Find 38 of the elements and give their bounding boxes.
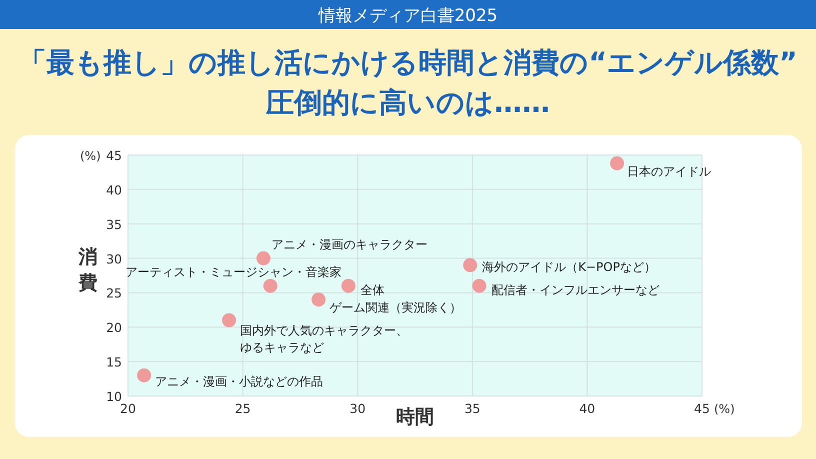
x-tick-label: 35 [464, 401, 480, 416]
x-tick-label: 20 [120, 401, 136, 416]
point [472, 278, 486, 293]
point [222, 313, 236, 328]
x-tick-label: 40 [579, 401, 596, 416]
x-axis-title: 時間 [396, 406, 434, 428]
y-tick-label: 35 [106, 216, 122, 232]
y-tick-label: 20 [106, 320, 122, 336]
point [137, 368, 152, 382]
y-tick-label: 40 [106, 182, 122, 198]
x-tick-label: 45 [694, 401, 710, 416]
point [256, 251, 270, 266]
point [463, 258, 478, 272]
annotation: 国内外で人気のキャラクター、ゆるキャラなど [240, 323, 408, 354]
x-tick-label: 25 [234, 401, 251, 416]
y-tick-label: 30 [106, 251, 122, 266]
annotation: 全体 [360, 282, 384, 297]
header-band: 情報メディア白書2025 [0, 0, 816, 29]
y-tick-label: 10 [106, 389, 122, 404]
annotation: ゲーム関連（実況除く） [330, 300, 462, 315]
chart-title: 「最も推し」の推し活にかける時間と消費の“エンゲル係数” 圧倒的に高いのは…… [18, 46, 798, 119]
point [341, 278, 356, 293]
y-tick-label: 25 [106, 286, 122, 301]
x-tick-label: 30 [350, 401, 366, 416]
annotation: アニメ・漫画・小説などの作品 [155, 374, 324, 388]
annotation: アニメ・漫画のキャラクター [271, 237, 428, 252]
text: (%) [80, 149, 101, 163]
point [610, 156, 624, 170]
point [312, 292, 326, 307]
point [263, 278, 278, 293]
annotation: アーティスト・ミュージシャン・音楽家 [125, 264, 342, 279]
y-tick-label: 15 [106, 354, 122, 370]
annotation: 配信者・インフルエンサーなど [491, 282, 660, 297]
annotation: 日本のアイドル [627, 164, 712, 178]
y-tick-label: 45 [106, 148, 122, 163]
text: (%) [714, 402, 735, 416]
annotation: 海外のアイドル（K−POPなど） [482, 260, 656, 274]
y-axis-title: 消費 [78, 246, 98, 294]
